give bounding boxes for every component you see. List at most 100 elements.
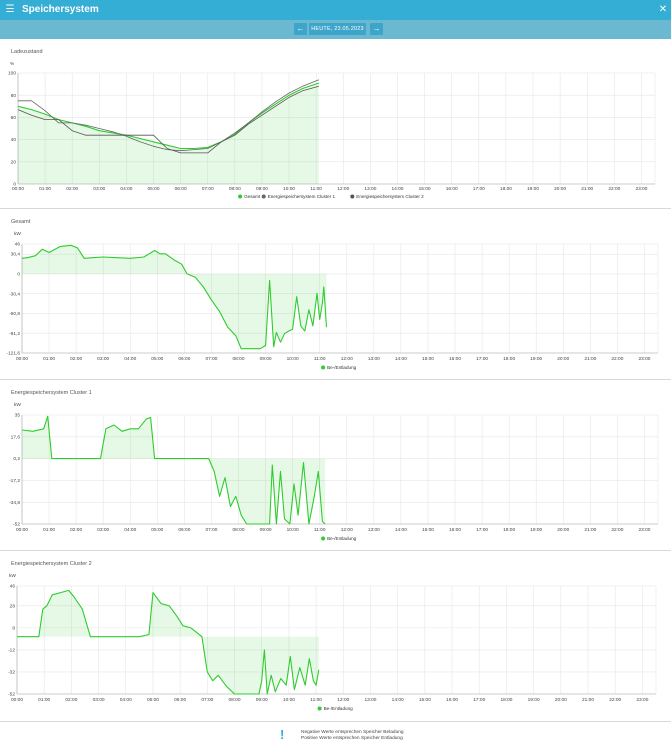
chart-card-gesamt: Gesamt 00:00 01:00 02:00 03:00 04:00 05:00 06:… bbox=[0, 209, 671, 380]
x-tick-label: 08:00 bbox=[229, 186, 241, 192]
x-tick-label: 06:00 bbox=[175, 186, 187, 192]
x-tick-label: 12:00 bbox=[341, 527, 353, 533]
x-tick-label: 17:00 bbox=[473, 697, 485, 703]
x-tick-label: 18:00 bbox=[500, 697, 512, 703]
x-tick-label: 13:00 bbox=[368, 527, 380, 533]
legend-marker bbox=[350, 194, 355, 199]
x-tick-label: 00:00 bbox=[16, 527, 28, 533]
legend-marker bbox=[261, 194, 266, 199]
x-tick-label: 01:00 bbox=[39, 186, 51, 192]
x-tick-label: 00:00 bbox=[11, 697, 23, 703]
x-tick-label: 16:00 bbox=[449, 356, 461, 362]
x-tick-label: 22:00 bbox=[608, 186, 620, 192]
chart-card-cluster2: Energiespeichersystem Cluster 2 00:00 01:… bbox=[0, 551, 671, 722]
x-tick-label: 20:00 bbox=[554, 186, 566, 192]
x-tick-label: 15:00 bbox=[422, 356, 434, 362]
date-navigation-bar: ← HEUTE, 23.05.2023 → bbox=[0, 20, 671, 39]
x-tick-label: 15:00 bbox=[419, 697, 431, 703]
x-tick-label: 01:00 bbox=[43, 527, 55, 533]
chart-title: Energiespeichersystem Cluster 1 bbox=[11, 390, 92, 396]
chart-title: Ladezustand bbox=[11, 49, 43, 55]
x-tick-label: 23:00 bbox=[638, 527, 650, 533]
series-line bbox=[17, 589, 320, 695]
y-tick-label: -52 bbox=[8, 692, 15, 698]
x-tick-label: 00:00 bbox=[16, 356, 28, 362]
x-tick-label: 17:00 bbox=[476, 527, 488, 533]
note-negative: Negative Werte entsprechen Speicher Bela… bbox=[301, 730, 404, 735]
close-icon[interactable]: ✕ bbox=[658, 4, 668, 15]
x-tick-label: 20:00 bbox=[557, 527, 569, 533]
y-tick-label: -52 bbox=[13, 522, 20, 528]
x-tick-label: 04:00 bbox=[124, 356, 136, 362]
x-tick-label: 04:00 bbox=[120, 186, 132, 192]
y-tick-label: -60,8 bbox=[9, 311, 20, 317]
y-tick-label: 28 bbox=[10, 603, 16, 609]
chart-card-ladezustand: Ladezustand 00:00 01:00 02:00 03:00 04:00 05:… bbox=[0, 40, 671, 209]
x-tick-label: 14:00 bbox=[395, 356, 407, 362]
x-tick-label: 05:00 bbox=[148, 186, 160, 192]
legend-marker bbox=[317, 706, 322, 711]
legend-label: Gesamt bbox=[244, 194, 261, 199]
y-tick-label: -17,2 bbox=[9, 478, 20, 484]
y-tick-label: 60 bbox=[11, 115, 17, 121]
series-line bbox=[17, 85, 320, 154]
x-tick-label: 16:00 bbox=[446, 186, 458, 192]
x-tick-label: 10:00 bbox=[283, 697, 295, 703]
menu-icon[interactable]: ☰ bbox=[5, 4, 15, 15]
y-tick-label: 0 bbox=[17, 272, 20, 278]
x-tick-label: 18:00 bbox=[503, 527, 515, 533]
x-tick-label: 01:00 bbox=[43, 356, 55, 362]
x-tick-label: 03:00 bbox=[97, 527, 109, 533]
arrow-right-icon[interactable]: → bbox=[370, 23, 383, 35]
y-tick-label: -30,4 bbox=[9, 291, 20, 297]
x-tick-label: 10:00 bbox=[287, 527, 299, 533]
exclamation-icon: ! bbox=[280, 727, 285, 742]
x-tick-label: 20:00 bbox=[555, 697, 567, 703]
x-tick-label: 09:00 bbox=[256, 697, 268, 703]
legend-marker bbox=[321, 536, 326, 541]
x-tick-label: 06:00 bbox=[178, 356, 190, 362]
x-tick-label: 14:00 bbox=[391, 186, 403, 192]
x-tick-label: 07:00 bbox=[205, 527, 217, 533]
x-tick-label: 16:00 bbox=[449, 527, 461, 533]
date-select-button[interactable]: HEUTE, 23.05.2023 bbox=[309, 23, 366, 35]
x-tick-label: 23:00 bbox=[635, 186, 647, 192]
x-tick-label: 02:00 bbox=[65, 697, 77, 703]
x-tick-label: 05:00 bbox=[151, 356, 163, 362]
x-tick-label: 07:00 bbox=[202, 186, 214, 192]
x-tick-label: 12:00 bbox=[337, 186, 349, 192]
x-tick-label: 09:00 bbox=[260, 527, 272, 533]
footer-note: ! Negative Werte entsprechen Speicher Be… bbox=[0, 724, 671, 745]
arrow-left-icon[interactable]: ← bbox=[294, 23, 307, 35]
app-header: ☰ Speichersystem ✕ bbox=[0, 0, 671, 20]
y-tick-label: 80 bbox=[11, 93, 17, 99]
x-tick-label: 05:00 bbox=[151, 527, 163, 533]
series-area bbox=[17, 590, 319, 694]
series-line bbox=[18, 79, 320, 152]
legend-marker bbox=[321, 365, 326, 370]
x-tick-label: 02:00 bbox=[70, 356, 82, 362]
y-tick-label: -91,2 bbox=[9, 331, 20, 337]
x-tick-label: 03:00 bbox=[93, 697, 105, 703]
x-tick-label: 13:00 bbox=[364, 697, 376, 703]
y-axis-unit: kW bbox=[9, 573, 16, 579]
y-tick-label: -121,6 bbox=[6, 351, 20, 357]
x-tick-label: 07:00 bbox=[205, 356, 217, 362]
y-tick-label: 0 bbox=[13, 182, 16, 188]
note-positive: Positive Werte entsprechen Speicher Entl… bbox=[301, 736, 403, 741]
legend-label: Be-/Entladung bbox=[327, 536, 357, 541]
y-tick-label: 17,6 bbox=[11, 434, 21, 440]
series-line bbox=[21, 415, 326, 525]
y-axis-unit: kW bbox=[14, 402, 21, 408]
x-tick-label: 08:00 bbox=[233, 356, 245, 362]
x-tick-label: 09:00 bbox=[260, 356, 272, 362]
y-tick-label: 46 bbox=[10, 584, 16, 590]
x-tick-label: 03:00 bbox=[93, 186, 105, 192]
x-tick-label: 09:00 bbox=[256, 186, 268, 192]
y-axis-unit: % bbox=[10, 61, 15, 67]
y-tick-label: -12 bbox=[8, 648, 15, 654]
x-tick-label: 10:00 bbox=[287, 356, 299, 362]
x-tick-label: 11:00 bbox=[314, 527, 326, 533]
x-tick-label: 19:00 bbox=[530, 356, 542, 362]
x-tick-label: 00:00 bbox=[12, 186, 24, 192]
